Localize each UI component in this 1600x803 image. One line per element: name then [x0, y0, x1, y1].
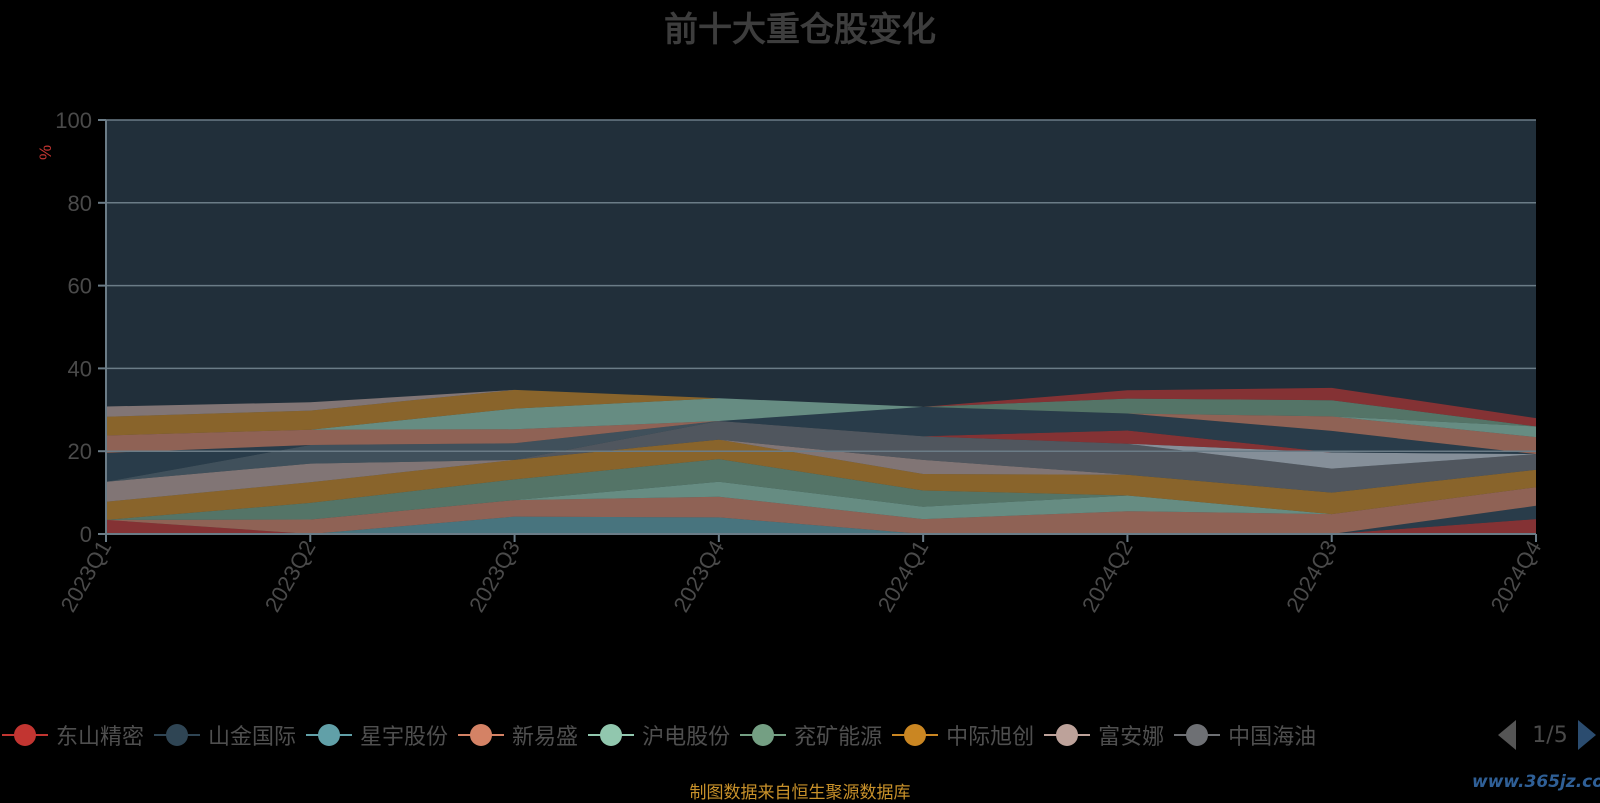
area-series-3[interactable]: [106, 487, 1536, 534]
legend-item-7[interactable]: 富安娜: [1042, 718, 1164, 752]
y-tick-label-0: 0: [80, 522, 92, 547]
y-tick-label-5: 100: [55, 108, 92, 133]
legend: 东山精密 山金国际 星宇股份 新易盛 沪电股份 兖矿能源 中际旭创 富安娜 中国海油: [0, 718, 1478, 752]
legend-swatch-icon: [458, 724, 505, 746]
area-series-11[interactable]: [106, 421, 1536, 482]
legend-label: 新易盛: [512, 725, 579, 750]
y-tick-label-4: 80: [68, 191, 92, 216]
legend-label: 中际旭创: [946, 725, 1035, 750]
area-series-7[interactable]: [106, 439, 1536, 502]
area-series-14[interactable]: [106, 406, 1536, 455]
area-series-22[interactable]: [106, 387, 1536, 427]
chart-plot: 0 20 40 60 80 100 2023Q1 2023Q2 2023Q3 2023Q4 2024…: [36, 108, 1547, 616]
area-series-17[interactable]: [106, 389, 1536, 436]
legend-label: 沪电股份: [642, 725, 731, 750]
y-tick-label-3: 60: [68, 274, 92, 299]
x-tick-label-4: 2024Q1: [873, 536, 934, 616]
x-tick-label-2: 2023Q3: [464, 536, 525, 616]
legend-item-0[interactable]: 东山精密: [0, 718, 144, 752]
area-series-12[interactable]: [106, 406, 1536, 482]
area-series-group: [106, 387, 1536, 534]
legend-items: 东山精密 山金国际 星宇股份 新易盛 沪电股份 兖矿能源 中际旭创 富安娜 中国海油: [0, 718, 1324, 752]
legend-label: 兖矿能源: [794, 725, 883, 750]
legend-item-8[interactable]: 中国海油: [1172, 718, 1316, 752]
area-series-15[interactable]: [106, 398, 1536, 438]
legend-label: 星宇股份: [360, 725, 449, 750]
legend-next-page-icon[interactable]: [1578, 720, 1596, 750]
watermark: www.365jz.com: [1472, 772, 1600, 792]
legend-item-6[interactable]: 中际旭创: [890, 718, 1034, 752]
legend-swatch-icon: [588, 724, 635, 746]
legend-label: 山金国际: [208, 725, 297, 750]
legend-label: 中国海油: [1228, 725, 1317, 750]
legend-item-2[interactable]: 星宇股份: [304, 718, 448, 752]
legend-swatch-icon: [154, 724, 201, 746]
legend-pager: 1/5: [1498, 718, 1596, 752]
x-tick-label-1: 2023Q2: [260, 536, 321, 616]
source-note: 制图数据来自恒生聚源数据库: [689, 783, 911, 803]
x-tick-label-6: 2024Q3: [1281, 536, 1342, 616]
legend-item-5[interactable]: 兖矿能源: [738, 718, 882, 752]
legend-swatch-icon: [2, 724, 48, 746]
y-axis-label: %: [36, 145, 55, 160]
legend-label: 富安娜: [1098, 725, 1165, 750]
chart-title: 前十大重仓股变化: [664, 10, 936, 50]
legend-item-1[interactable]: 山金国际: [152, 718, 296, 752]
area-series-0[interactable]: [106, 519, 1536, 534]
y-tick-label-1: 20: [68, 439, 92, 464]
x-tick-label-5: 2024Q2: [1077, 536, 1138, 616]
area-series-2[interactable]: [106, 505, 1536, 534]
x-tick-label-0: 2023Q1: [56, 536, 117, 616]
legend-swatch-icon: [892, 724, 939, 746]
legend-swatch-icon: [740, 724, 787, 746]
legend-label: 东山精密: [56, 725, 145, 750]
legend-swatch-icon: [1044, 724, 1091, 746]
y-tick-label-2: 40: [68, 356, 92, 381]
legend-item-3[interactable]: 新易盛: [456, 718, 578, 752]
area-series-4[interactable]: [106, 481, 1536, 520]
area-series-5[interactable]: [106, 459, 1536, 520]
area-series-8[interactable]: [106, 421, 1536, 493]
area-series-6[interactable]: [106, 439, 1536, 520]
x-tick-label-3: 2023Q4: [668, 536, 729, 616]
area-series-16[interactable]: [106, 398, 1536, 436]
legend-prev-page-icon[interactable]: [1498, 720, 1516, 750]
legend-item-4[interactable]: 沪电股份: [586, 718, 730, 752]
x-tick-label-7: 2024Q4: [1486, 536, 1547, 616]
legend-swatch-icon: [1174, 724, 1221, 746]
legend-page-indicator: 1/5: [1532, 722, 1568, 748]
legend-swatch-icon: [306, 724, 353, 746]
